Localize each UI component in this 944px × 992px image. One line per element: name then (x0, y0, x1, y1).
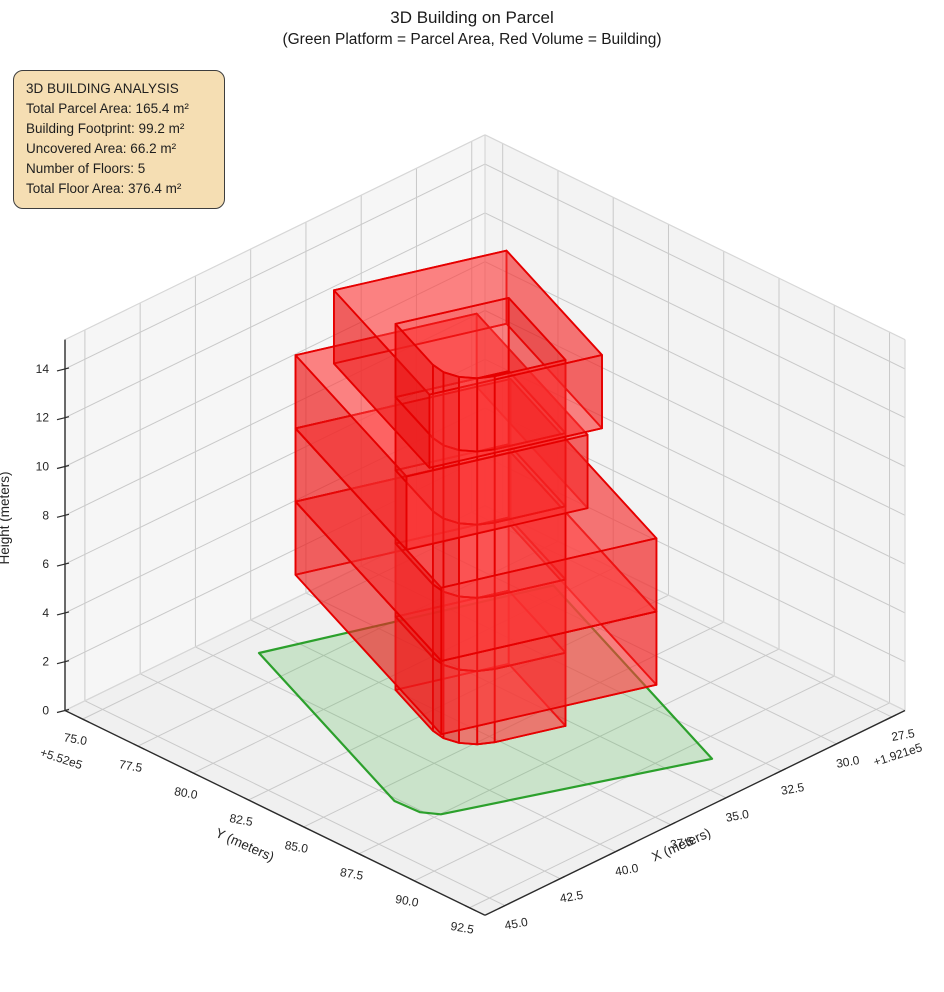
z-tick-label: 6 (42, 557, 49, 571)
y-tick-label: 90.0 (394, 892, 420, 910)
z-tick-label: 2 (42, 655, 49, 669)
z-tick-label: 10 (36, 460, 50, 474)
x-tick-label: 45.0 (503, 915, 529, 933)
x-axis-offset: +1.921e5 (872, 740, 925, 769)
x-tick-label: 35.0 (725, 807, 751, 825)
info-line-parcel-area: Total Parcel Area: 165.4 m² (26, 101, 189, 116)
chart-subtitle: (Green Platform = Parcel Area, Red Volum… (282, 31, 662, 48)
y-tick-label: 80.0 (173, 784, 199, 802)
y-tick-label: 87.5 (339, 865, 365, 883)
info-line-floors: Number of Floors: 5 (26, 161, 146, 176)
z-axis-label: Height (meters) (0, 471, 12, 564)
pane-edges (64, 134, 906, 712)
y-tick-label: 92.5 (450, 919, 476, 937)
info-line-floor-area: Total Floor Area: 376.4 m² (26, 181, 182, 196)
info-box-title: 3D BUILDING ANALYSIS (26, 81, 179, 96)
building-volume (294, 249, 658, 746)
info-line-footprint: Building Footprint: 99.2 m² (26, 121, 185, 136)
y-axis-label: Y (meters) (213, 825, 276, 864)
x-tick-label: 40.0 (614, 861, 640, 879)
parcel-platform (257, 584, 714, 816)
x-tick-label: 32.5 (780, 780, 806, 798)
y-tick-label: 77.5 (118, 757, 144, 775)
x-tick-label: 42.5 (559, 888, 585, 906)
analysis-info-box: 3D BUILDING ANALYSIS Total Parcel Area: … (13, 70, 225, 209)
x-tick-label: 37.5 (669, 834, 695, 852)
y-tick-label: 75.0 (63, 730, 89, 748)
y-axis-offset: +5.52e5 (38, 745, 84, 772)
x-tick-label: 27.5 (890, 726, 916, 744)
y-tick-label: 82.5 (228, 811, 254, 829)
x-tick-label: 30.0 (835, 753, 861, 771)
z-tick-label: 8 (42, 508, 49, 522)
axes-panes (65, 134, 905, 916)
y-tick-label: 85.0 (284, 838, 310, 856)
z-tick-label: 14 (36, 362, 50, 376)
z-tick-label: 12 (36, 411, 50, 425)
z-tick-label: 0 (42, 704, 49, 718)
z-tick-label: 4 (42, 606, 49, 620)
chart-title: 3D Building on Parcel (390, 8, 554, 27)
info-line-uncovered: Uncovered Area: 66.2 m² (26, 141, 177, 156)
